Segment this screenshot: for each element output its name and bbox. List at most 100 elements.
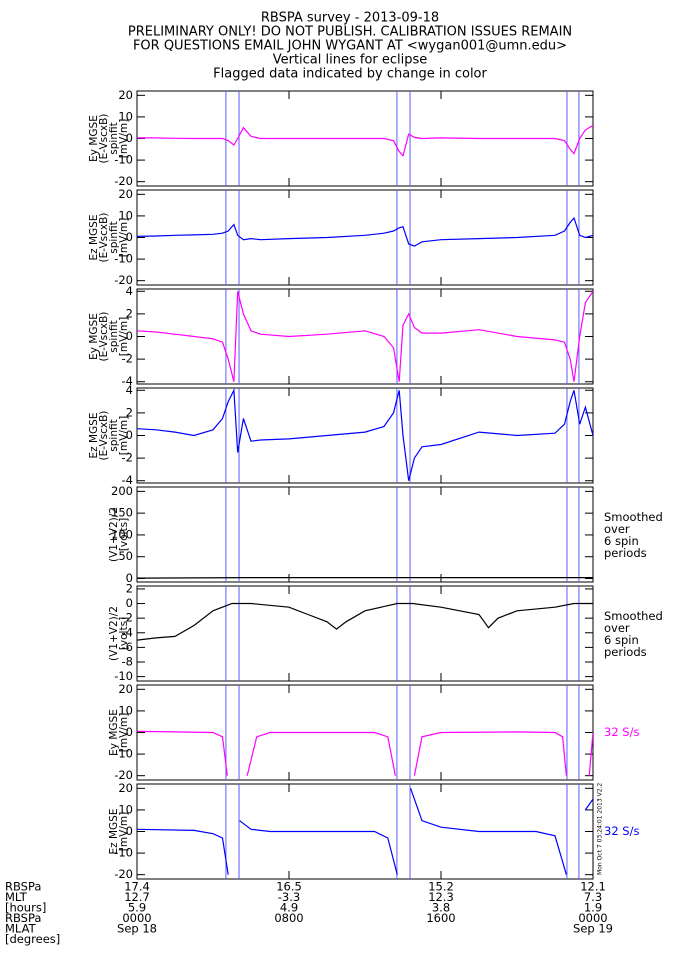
y-tick-label: 0	[126, 428, 133, 442]
y-tick-label: 0	[126, 230, 133, 244]
y-tick-label: 0	[126, 329, 133, 343]
panel-note: periods	[604, 546, 647, 560]
y-tick-label: -10	[114, 747, 133, 761]
y-tick-label: -10	[114, 846, 133, 860]
ephemeris-row-label: [hours]	[5, 901, 46, 915]
y-tick-label: -20	[114, 768, 133, 782]
y-axis-label: (V1+V2)/2	[108, 507, 120, 562]
data-line	[137, 577, 593, 579]
y-tick-label: -20	[114, 273, 133, 287]
y-axis-label: (E-VscxB)	[98, 312, 110, 362]
y-tick-label: 20	[118, 88, 133, 102]
data-line	[137, 216, 593, 247]
y-tick-label: 0	[126, 131, 133, 145]
y-tick-label: -2	[122, 611, 133, 625]
y-tick-label: -10	[114, 669, 133, 683]
y-tick-label: 4	[126, 383, 133, 397]
y-tick-label: -8	[122, 655, 133, 669]
ephemeris-value: 3.8	[432, 901, 450, 915]
ephemeris-row-label: [degrees]	[5, 932, 60, 946]
y-axis-label: spinfit	[108, 221, 120, 253]
y-axis-label: (E-VscxB)	[98, 411, 110, 461]
y-tick-label: 4	[126, 284, 133, 298]
y-tick-label: 0	[126, 725, 133, 739]
y-tick-label: -10	[114, 153, 133, 167]
y-tick-label: 10	[118, 703, 133, 717]
panel-note: Smoothed	[604, 609, 663, 623]
y-tick-label: 50	[118, 549, 133, 563]
ephemeris-row-label: RBSPa	[5, 911, 41, 925]
y-tick-label: -2	[122, 451, 133, 465]
y-tick-label: -10	[114, 252, 133, 266]
title-line: PRELIMINARY ONLY! DO NOT PUBLISH. CALIBR…	[128, 25, 572, 40]
y-axis-label: Ey MGSE	[88, 115, 100, 162]
y-tick-label: 0	[126, 824, 133, 838]
ephemeris-value: 12.1	[580, 880, 606, 894]
panel-note: 6 spin	[604, 534, 639, 548]
y-tick-label: -20	[114, 174, 133, 188]
y-tick-label: -6	[122, 640, 133, 654]
panel-note: 32 S/s	[604, 824, 639, 838]
panel-note: 32 S/s	[604, 725, 639, 739]
title-line: Flagged data indicated by change in colo…	[213, 67, 487, 82]
y-axis-label: [volts]	[118, 617, 130, 650]
data-line	[137, 788, 593, 875]
x-tick-label: 0000	[122, 911, 151, 925]
data-line	[137, 730, 593, 776]
ephemeris-value: 5.9	[128, 901, 146, 915]
y-axis-label: [mV/m]	[118, 416, 130, 455]
x-date-label: Sep 18	[117, 922, 157, 936]
y-tick-label: -2	[122, 352, 133, 366]
ephemeris-row-label: MLAT	[5, 922, 37, 936]
ephemeris-value: 7.3	[584, 890, 602, 904]
y-tick-label: 2	[126, 581, 133, 595]
y-axis-label: (V1+V2)/2	[108, 606, 120, 661]
y-axis-label: Ey MGSE	[108, 709, 120, 756]
y-tick-label: 100	[111, 527, 133, 541]
y-tick-label: 2	[126, 306, 133, 320]
y-tick-label: -4	[122, 625, 133, 639]
ephemeris-value: 16.5	[276, 880, 302, 894]
y-axis-label: [mV/m]	[118, 812, 130, 851]
y-tick-label: 20	[118, 682, 133, 696]
panel-frame	[136, 288, 594, 385]
ephemeris-row-label: RBSPa	[5, 880, 41, 894]
ephemeris-value: 12.3	[428, 890, 454, 904]
panel-note: over	[604, 522, 630, 536]
x-date-label: Sep 19	[573, 922, 613, 936]
y-tick-label: 20	[118, 187, 133, 201]
y-axis-label: [mV/m]	[118, 218, 130, 257]
y-axis-label: Ez MGSE	[108, 809, 120, 855]
y-tick-label: 0	[126, 596, 133, 610]
panel-frame	[136, 585, 594, 682]
y-tick-label: -4	[122, 374, 133, 388]
timestamp: Mon Oct 7 03:24:01 2013 V2.2	[597, 783, 604, 875]
ephemeris-value: 12.7	[124, 890, 150, 904]
y-axis-label: [volts]	[118, 518, 130, 551]
y-tick-label: 2	[126, 405, 133, 419]
data-line	[137, 602, 593, 641]
x-tick-label: 0000	[578, 911, 607, 925]
y-axis-label: [mV/m]	[118, 317, 130, 356]
title-line: FOR QUESTIONS EMAIL JOHN WYGANT AT <wyga…	[133, 39, 567, 54]
title-line: RBSPA survey - 2013-09-18	[261, 11, 439, 26]
title-line: Vertical lines for eclipse	[273, 53, 428, 68]
y-axis-label: Ez MGSE	[88, 215, 100, 261]
y-axis-label: spinfit	[108, 419, 120, 451]
x-tick-label: 1600	[426, 911, 455, 925]
ephemeris-value: -3.3	[278, 890, 300, 904]
y-tick-label: 10	[118, 109, 133, 123]
y-tick-label: 20	[118, 781, 133, 795]
x-tick-label: 0800	[274, 911, 303, 925]
y-tick-label: -20	[114, 867, 133, 881]
y-axis-label: (E-VscxB)	[98, 114, 110, 164]
panel-note: 6 spin	[604, 633, 639, 647]
ephemeris-value: 17.4	[124, 880, 150, 894]
y-tick-label: 0	[126, 571, 133, 585]
y-axis-label: spinfit	[108, 122, 120, 154]
panel-note: periods	[604, 645, 647, 659]
panel-note: over	[604, 621, 630, 635]
y-axis-label: spinfit	[108, 320, 120, 352]
y-tick-label: 10	[118, 208, 133, 222]
